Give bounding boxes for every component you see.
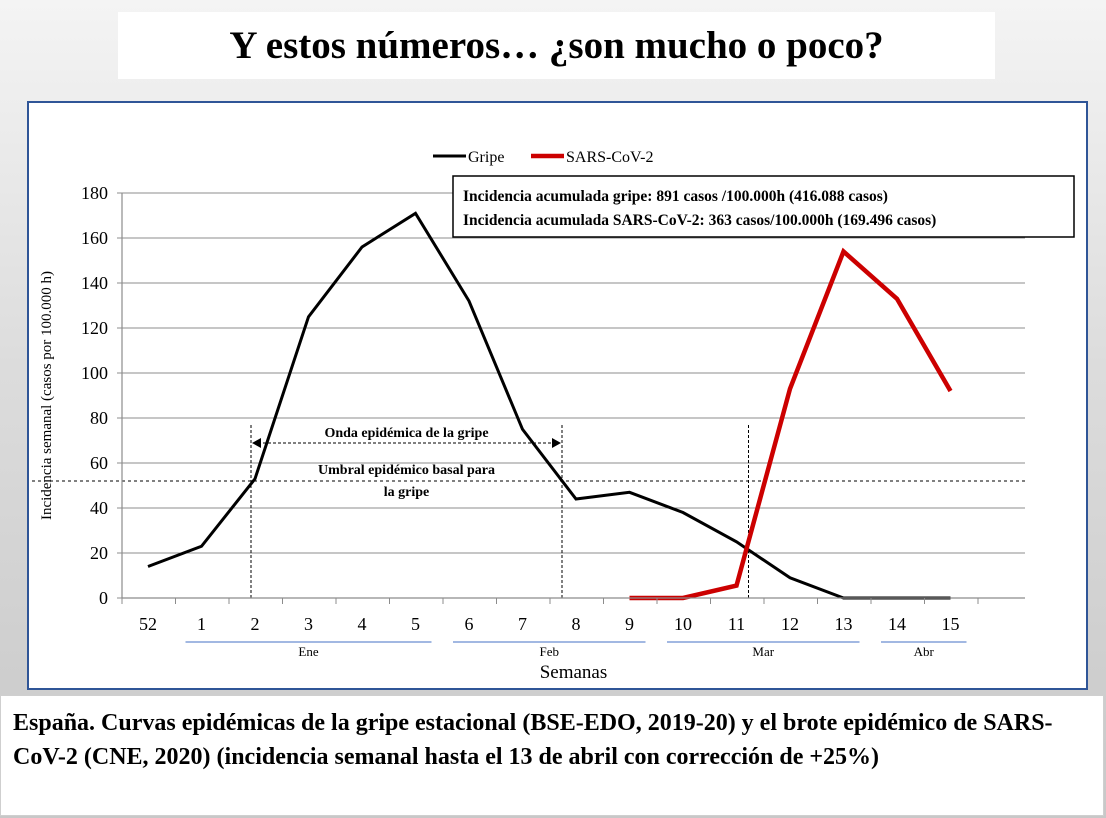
x-tick-label: 52 xyxy=(139,614,157,634)
x-tick-label: 11 xyxy=(728,614,745,634)
y-tick-label: 20 xyxy=(90,543,108,563)
y-tick-label: 0 xyxy=(99,588,108,608)
x-tick-label: 4 xyxy=(358,614,367,634)
x-tick-label: 12 xyxy=(781,614,799,634)
y-tick-label: 140 xyxy=(81,273,108,293)
wave-arrow-head xyxy=(252,438,261,448)
x-tick-label: 10 xyxy=(674,614,692,634)
info-box-line: Incidencia acumulada SARS-CoV-2: 363 cas… xyxy=(463,212,936,229)
annotations: Umbral epidémico basal para la gripe Onda … xyxy=(32,425,1025,598)
x-tick-label: 9 xyxy=(625,614,634,634)
y-tick-label: 120 xyxy=(81,318,108,338)
x-tick-label: 14 xyxy=(888,614,906,634)
epidemic-curves-chart: Umbral epidémico basal para la gripe Onda … xyxy=(32,149,1075,683)
month-label: Abr xyxy=(914,644,935,659)
legend-label-sars-cov-2: SARS-CoV-2 xyxy=(566,149,653,166)
grid-lines xyxy=(122,192,1025,554)
info-box: Incidencia acumulada gripe: 891 casos /1… xyxy=(452,175,1075,238)
info-box-frame xyxy=(452,175,1075,238)
x-tick-label: 1 xyxy=(197,614,206,634)
x-tick-label: 7 xyxy=(518,614,527,634)
legend-label-gripe: Gripe xyxy=(468,149,504,166)
y-tick-label: 60 xyxy=(90,453,108,473)
y-tick-label: 40 xyxy=(90,498,108,518)
y-axis-title: Incidencia semanal (casos por 100.000 h) xyxy=(39,271,55,520)
series-line-sars-cov-2 xyxy=(629,247,953,601)
slide-title: Y estos números… ¿son mucho o poco? xyxy=(118,12,995,79)
y-tick-label: 160 xyxy=(81,228,108,248)
y-tick-label: 180 xyxy=(81,183,108,203)
y-tick-label: 80 xyxy=(90,408,108,428)
y-tick-label: 100 xyxy=(81,363,108,383)
x-tick-label: 3 xyxy=(304,614,313,634)
x-tick-label: 5 xyxy=(411,614,420,634)
threshold-label: la gripe xyxy=(384,485,430,500)
x-tick-label: 2 xyxy=(251,614,260,634)
wave-label: Onda epidémica de la gripe xyxy=(324,426,488,441)
chart-panel: Umbral epidémico basal para la gripe Onda … xyxy=(27,101,1088,690)
month-label: Feb xyxy=(540,644,560,659)
series-line-gripe xyxy=(147,211,951,600)
x-tick-label: 6 xyxy=(465,614,474,634)
legend: Gripe SARS-CoV-2 xyxy=(433,149,653,166)
series-lines xyxy=(147,211,953,601)
info-box-line: Incidencia acumulada gripe: 891 casos /1… xyxy=(463,188,888,205)
x-tick-label: 15 xyxy=(942,614,960,634)
month-label: Mar xyxy=(752,644,774,659)
x-axis-title: Semanas xyxy=(540,662,608,683)
month-label: Ene xyxy=(298,644,318,659)
threshold-label: Umbral epidémico basal para xyxy=(318,463,495,478)
x-tick-label: 8 xyxy=(572,614,581,634)
x-tick-label: 13 xyxy=(835,614,853,634)
wave-arrow-head xyxy=(552,438,561,448)
figure-caption: España. Curvas epidémicas de la gripe es… xyxy=(0,695,1104,816)
